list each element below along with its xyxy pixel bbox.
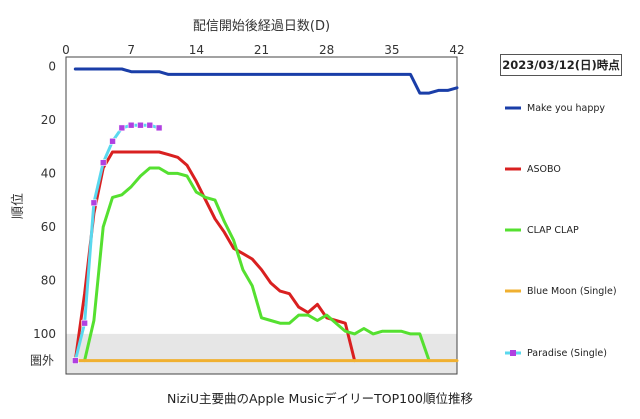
out-of-chart-band — [66, 333, 457, 374]
series-line — [73, 67, 459, 95]
y-tick-label: 100 — [33, 327, 56, 341]
x-tick-labels: 0 7 14 21 28 35 42 — [62, 43, 464, 57]
legend-label: ASOBO — [527, 164, 561, 175]
x-tick-label: 0 — [62, 43, 70, 57]
data-point-marker — [81, 319, 88, 327]
data-point-marker — [99, 159, 107, 166]
series-line — [73, 123, 161, 363]
x-tick-label: 28 — [319, 43, 334, 57]
x-axis-title: 配信開始後経過日数(D) — [193, 19, 330, 34]
data-point-marker — [109, 137, 116, 145]
legend: Make you happy ASOBO CLAP CLAP Blue Moon (S… — [505, 103, 617, 359]
y-tick-label: 20 — [41, 113, 56, 127]
x-tick-label: 14 — [189, 43, 204, 57]
legend-label: Paradise (Single) — [527, 348, 607, 359]
series-lines — [72, 67, 459, 364]
y-tick-label: 40 — [41, 166, 56, 180]
y-tick-labels: 0 20 40 60 80 100 — [33, 59, 56, 341]
y-tick-label: 0 — [48, 59, 56, 73]
x-tick-label: 42 — [449, 43, 464, 57]
data-point-marker — [90, 199, 98, 207]
out-of-chart-label: 圏外 — [30, 354, 54, 368]
legend-marker — [510, 350, 516, 356]
series-line — [83, 166, 431, 363]
x-tick-label: 35 — [384, 43, 399, 57]
legend-label: Make you happy — [527, 103, 605, 114]
series-line — [73, 150, 357, 363]
date-label-box: 2023/03/12(日)時点 — [500, 54, 622, 76]
data-point-marker — [137, 121, 144, 129]
chart-title: NiziU主要曲のApple MusicデイリーTOP100順位推移 — [166, 391, 473, 406]
x-tick-label: 7 — [127, 43, 135, 57]
legend-label: Blue Moon (Single) — [527, 286, 617, 297]
y-axis-title: 順位 — [11, 193, 26, 219]
data-point-marker — [72, 357, 79, 364]
data-point-marker — [118, 124, 126, 132]
data-point-marker — [127, 121, 135, 129]
plot-area-frame — [65, 56, 458, 375]
data-point-marker — [155, 124, 163, 132]
legend-label: CLAP CLAP — [527, 225, 579, 236]
data-point-marker — [146, 121, 154, 129]
y-tick-label: 80 — [41, 273, 56, 287]
x-tick-label: 21 — [254, 43, 269, 57]
y-tick-label: 60 — [41, 220, 56, 234]
